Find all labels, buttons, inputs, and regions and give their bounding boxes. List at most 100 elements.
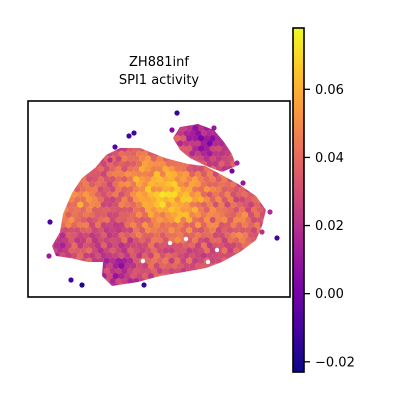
hex-cell [39,196,45,203]
hex-cell [257,186,263,193]
hex-cell [227,115,233,122]
hex-cell [133,115,139,122]
hex-cell [45,268,51,275]
hex-cell [51,268,57,275]
hex-cell [263,247,269,254]
hex-cell [68,268,74,275]
hex-cell [57,145,63,152]
hex-cell [257,278,263,285]
hex-cell [183,273,189,280]
hex-cell [48,262,54,269]
hex-cell [145,125,151,132]
hex-cell [80,166,86,173]
hex-cell [48,191,54,198]
hex-cell [236,283,242,290]
hex-cell [42,150,48,157]
hex-cell [160,150,166,157]
hex-cell [42,171,48,178]
hex-cell [239,278,245,285]
hex-cell [45,176,51,183]
outlier-spot [234,160,239,165]
hex-cell [113,130,119,137]
hex-cell [60,130,66,137]
hex-cell [233,278,239,285]
hex-cell [236,120,242,127]
colorbar-gradient [293,28,304,373]
hex-cell [107,140,113,147]
hex-cell [251,247,257,254]
hex-cell [254,262,260,269]
hex-cell [101,283,107,290]
hex-cell [251,186,257,193]
hex-cell [216,115,222,122]
hex-cell [54,211,60,218]
hex-cell [180,155,186,162]
hex-cell [239,135,245,142]
hex-cell [95,120,101,127]
hex-cell [222,268,228,275]
hex-cell [110,115,116,122]
hex-cell [257,155,263,162]
hex-cell [142,140,148,147]
hex-cell [269,268,275,275]
hex-cell [42,273,48,280]
hex-cell [77,130,83,137]
hex-cell [151,135,157,142]
hex-cell [54,130,60,137]
hex-cell [95,262,101,269]
hex-cell [74,115,80,122]
hex-cell [189,283,195,290]
hex-cell [266,283,272,290]
hex-cell [239,155,245,162]
hex-cell [245,247,251,254]
hex-cell [245,257,251,264]
hex-cell [92,155,98,162]
hex-cell [236,150,242,157]
hex-cell [257,237,263,244]
hex-cell [98,125,104,132]
hex-cell [269,288,275,295]
hex-cell [63,186,69,193]
hex-cell [195,273,201,280]
hex-cell [39,206,45,213]
hex-cell [77,273,83,280]
hex-cell [86,268,92,275]
hex-cell [254,283,260,290]
hex-cell [74,135,80,142]
hex-cell [260,160,266,167]
hex-cell [248,181,254,188]
hex-cell [251,145,257,152]
hex-cell [98,288,104,295]
hex-cell [45,166,51,173]
hex-cell [63,257,69,264]
hex-cell [216,268,222,275]
hex-cell [71,283,77,290]
hex-cell [45,196,51,203]
outlier-spot [46,253,51,258]
hex-cell [242,171,248,178]
hex-cell [239,145,245,152]
hex-cell [242,150,248,157]
hex-cell [89,130,95,137]
hexbin-cells [39,115,275,295]
hex-cell [92,135,98,142]
hex-cell [204,278,210,285]
hex-cell [48,181,54,188]
hex-cell [39,278,45,285]
hex-cell [263,145,269,152]
hex-cell [263,176,269,183]
outlier-spot [112,144,117,149]
hex-cell [174,288,180,295]
hex-cell [160,283,166,290]
hex-cell [251,278,257,285]
hex-cell [48,171,54,178]
hex-cell [60,191,66,198]
hex-cell [248,120,254,127]
hex-cell [225,120,231,127]
hex-cell [254,252,260,259]
hex-cell [68,166,74,173]
hex-cell [254,150,260,157]
hex-cell [239,257,245,264]
hex-cell [124,140,130,147]
